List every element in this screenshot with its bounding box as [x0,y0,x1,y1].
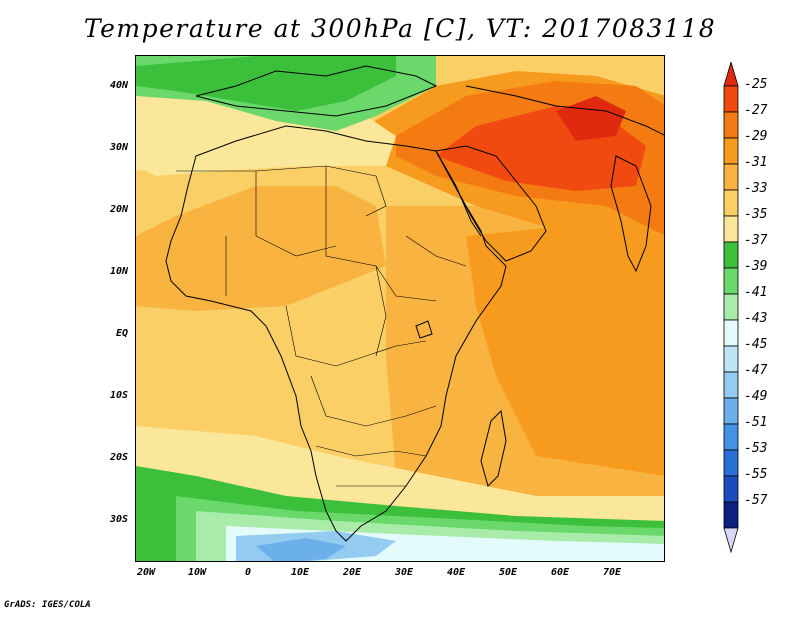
colorbar-label: -29 [744,129,768,144]
colorbar-label: -47 [744,363,768,378]
grads-credit: GrADS: IGES/COLA [4,600,91,610]
lat-label: 30N [109,142,128,153]
colorbar-cell [723,189,739,217]
colorbar-cell [723,449,739,477]
colorbar-label: -51 [744,415,768,430]
map-title: Temperature at 300hPa [C], VT: 201708311… [83,14,717,43]
colorbar-cell [723,345,739,373]
colorbar-label: -39 [744,259,768,274]
colorbar-cell [723,475,739,503]
colorbar-over-triangle [723,62,739,87]
lake-victoria [415,320,433,339]
colorbar-cell [723,241,739,269]
colorbar-label: -57 [744,493,768,508]
colorbar-label: -33 [744,181,768,196]
field-east-warmer [466,216,664,476]
madagascar-coastline [480,409,507,487]
colorbar-cell [723,423,739,451]
coastlines [165,65,664,542]
lon-label: 20E [342,567,362,578]
border-line [255,171,337,257]
lon-label: 0 [244,567,252,578]
lon-label: 50E [498,567,518,578]
colorbar-cell [723,163,739,191]
lat-label: 20S [109,452,128,463]
arabia-coastline [435,145,547,262]
country-borders [176,165,467,487]
colorbar-label: -43 [744,311,768,326]
colorbar-cell [723,319,739,347]
colorbar-label: -45 [744,337,768,352]
colorbar-cell [723,501,739,529]
border-line [176,165,387,217]
mediterranean-coastline [195,65,438,117]
colorbar-cell [723,111,739,139]
lat-label: EQ [115,328,128,339]
colorbar-cell [723,371,739,399]
lat-label: 40N [109,80,128,91]
temperature-map [136,56,664,561]
red-sea-coastline [435,150,482,237]
border-line [310,375,437,427]
border-line [315,445,427,457]
iran-coastline [465,85,664,136]
lon-label: 20W [136,567,156,578]
colorbar-cell [723,137,739,165]
colorbar-label: -37 [744,233,768,248]
border-line [375,265,387,357]
colorbar [723,62,739,554]
lat-label: 20N [109,204,128,215]
lat-label: 10S [109,390,128,401]
colorbar-under-triangle [723,527,739,554]
lon-label: 30E [394,567,414,578]
colorbar-cell [723,267,739,295]
colorbar-label: -53 [744,441,768,456]
field-south-deepblue [256,538,346,561]
lat-label: 10N [109,266,128,277]
colorbar-label: -41 [744,285,768,300]
colorbar-cell [723,397,739,425]
india-coastline [610,155,652,273]
border-line [405,235,467,267]
lon-label: 40E [446,567,466,578]
field-europe-green [136,56,396,111]
colorbar-label: -25 [744,77,768,92]
colorbar-label: -35 [744,207,768,222]
lon-label: 10E [290,567,310,578]
colorbar-cell [723,85,739,113]
map-plot-area [135,55,665,562]
field-west-warm [136,186,386,311]
lon-label: 10W [187,567,207,578]
field-atlantic-pale [136,96,196,171]
colorbar-cell [723,293,739,321]
colorbar-label: -55 [744,467,768,482]
lon-label: 70E [602,567,622,578]
colorbar-label: -27 [744,103,768,118]
colorbar-label: -31 [744,155,768,170]
lon-label: 60E [550,567,570,578]
colorbar-label: -49 [744,389,768,404]
field-south-pale [136,426,664,526]
border-line [285,305,427,367]
lat-label: 30S [109,514,128,525]
colorbar-cell [723,215,739,243]
